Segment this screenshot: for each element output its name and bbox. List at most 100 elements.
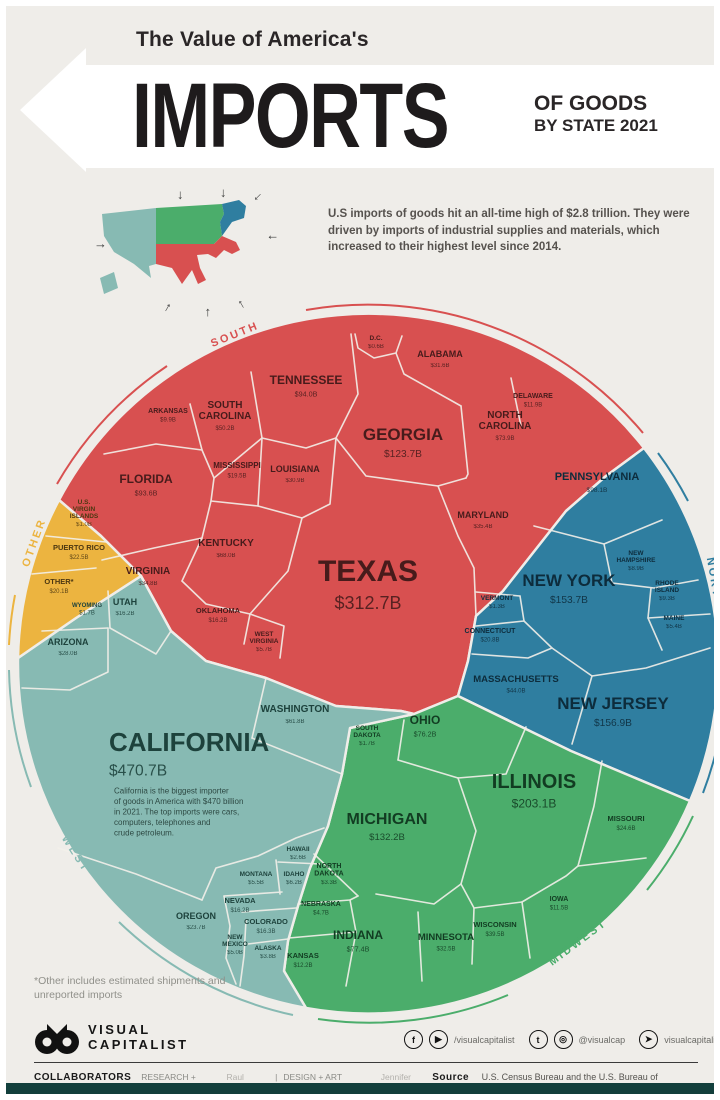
state-name: HAWAII	[286, 846, 309, 853]
state-value: $9.3B	[659, 596, 675, 602]
state-name: NORTH	[487, 410, 523, 421]
direction-arrow-icon: →	[94, 236, 107, 251]
state-value: $68.0B	[216, 553, 235, 559]
state-value: $93.6B	[135, 489, 158, 498]
state-name: OKLAHOMA	[196, 606, 241, 615]
state-value: $1.3B	[489, 604, 505, 610]
bottom-accent-bar	[6, 1083, 714, 1094]
state-name: MONTANA	[240, 871, 273, 878]
voronoi-cell-borders	[21, 333, 711, 987]
state-name: ALASKA	[254, 945, 281, 952]
state-name: MARYLAND	[457, 510, 509, 520]
state-name: SOUTH	[356, 725, 379, 732]
state-name: SOUTH	[208, 400, 243, 411]
state-value: $0.6B	[368, 344, 384, 350]
state-name: RHODE	[655, 580, 679, 587]
state-name: MINNESOTA	[418, 932, 474, 943]
state-value: $153.7B	[550, 595, 588, 606]
instagram-icon[interactable]: ◎	[553, 1030, 573, 1049]
state-name: INDIANA	[333, 928, 383, 942]
map-south-region	[156, 236, 240, 284]
state-value: $23.7B	[186, 925, 205, 931]
social-handle[interactable]: /visualcapitalist	[454, 1034, 515, 1045]
state-name: UTAH	[113, 597, 137, 607]
footer-divider	[34, 1062, 698, 1063]
state-name: TENNESSEE	[270, 373, 343, 387]
state-value: $6.2B	[286, 880, 302, 886]
youtube-icon[interactable]: ▶	[429, 1030, 448, 1049]
state-name: VERMONT	[481, 595, 514, 602]
state-value: $2.6B	[290, 855, 306, 861]
state-name: MISSISSIPPI	[213, 461, 261, 470]
state-name: GEORGIA	[363, 425, 443, 444]
state-value: $20.8B	[480, 637, 499, 643]
website-link[interactable]: visualcapitalist.com	[664, 1034, 720, 1045]
california-note-line: computers, telephones and	[114, 818, 211, 827]
state-value: $94.0B	[295, 390, 318, 399]
state-name: NEW JERSEY	[557, 694, 669, 713]
state-name: D.C.	[370, 335, 383, 342]
state-name: MICHIGAN	[347, 811, 428, 828]
state-value: $39.5B	[485, 932, 504, 938]
state-value: $24.6B	[616, 826, 635, 832]
state-value: $98.1B	[587, 487, 609, 494]
state-value: $77.4B	[347, 945, 370, 954]
region-northeast	[456, 446, 714, 803]
state-value: $5.7B	[256, 647, 272, 653]
state-value: $11.9B	[524, 402, 543, 408]
state-value: $3.8B	[260, 954, 276, 960]
social-links-row: f ▶ /visualcapitalist t ◎ @visualcap ➤ v…	[404, 1030, 720, 1049]
state-name: ISLAND	[655, 587, 680, 594]
state-value: $9.9B	[160, 417, 176, 423]
state-value: $31.6B	[430, 363, 449, 369]
state-value: $35.4B	[473, 524, 492, 530]
state-value: $50.2B	[215, 426, 234, 432]
state-name: WYOMING	[72, 603, 102, 609]
imports-voronoi-chart: TEXAS $312.7B GEORGIA $123.7B TENNESSEE $94.0…	[8, 303, 714, 1024]
state-name: CAROLINA	[479, 421, 532, 432]
region-ring	[8, 303, 714, 1024]
state-name: LOUISIANA	[270, 464, 320, 474]
state-name: MAINE	[664, 615, 686, 622]
california-note-line: in 2021. The top imports were cars,	[114, 808, 239, 817]
state-value: $16.2B	[115, 611, 134, 617]
state-value: $20.1B	[49, 589, 68, 595]
state-name: MASSACHUSETTS	[473, 674, 559, 685]
state-name: PUERTO RICO	[53, 543, 105, 552]
cursor-icon[interactable]: ➤	[639, 1030, 659, 1049]
map-alaska	[100, 272, 118, 294]
state-name: COLORADO	[244, 917, 288, 926]
state-name: MEXICO	[222, 941, 248, 948]
twitter-icon[interactable]: t	[528, 1030, 548, 1049]
region-west	[16, 574, 416, 1010]
title-band	[84, 65, 714, 168]
state-name: DAKOTA	[353, 732, 381, 739]
state-name: NEW YORK	[522, 571, 616, 590]
state-name: DAKOTA	[314, 871, 343, 878]
state-name: ARKANSAS	[148, 408, 188, 415]
state-name: HAMPSHIRE	[616, 557, 656, 564]
state-name: FLORIDA	[119, 472, 173, 486]
state-name: CAROLINA	[199, 411, 252, 422]
map-midwest-region	[156, 204, 224, 244]
page-title: IMPORTS	[132, 65, 450, 167]
state-name: NEW	[628, 550, 644, 557]
state-value: $30.9B	[285, 478, 304, 484]
state-name: ILLINOIS	[492, 771, 576, 793]
kicker-text: The Value of America's	[136, 28, 369, 51]
state-name: NEVADA	[224, 896, 256, 905]
state-value: $470.7B	[109, 763, 167, 780]
state-value: $16.3B	[256, 929, 275, 935]
social-handle-2[interactable]: @visualcap	[578, 1034, 626, 1045]
visual-capitalist-logo[interactable]: VISUAL CAPITALIST	[34, 1018, 189, 1058]
collab-separator: |	[275, 1072, 278, 1082]
state-value: $156.9B	[594, 718, 632, 729]
state-name: NEBRASKA	[301, 901, 341, 908]
left-arrow-icon	[20, 48, 86, 172]
facebook-icon[interactable]: f	[404, 1030, 423, 1049]
state-name: VIRGINIA	[126, 566, 170, 577]
intro-paragraph: U.S imports of goods hit an all-time hig…	[328, 208, 690, 254]
state-value: $5.5B	[248, 880, 264, 886]
state-value: $8.9B	[628, 566, 644, 572]
